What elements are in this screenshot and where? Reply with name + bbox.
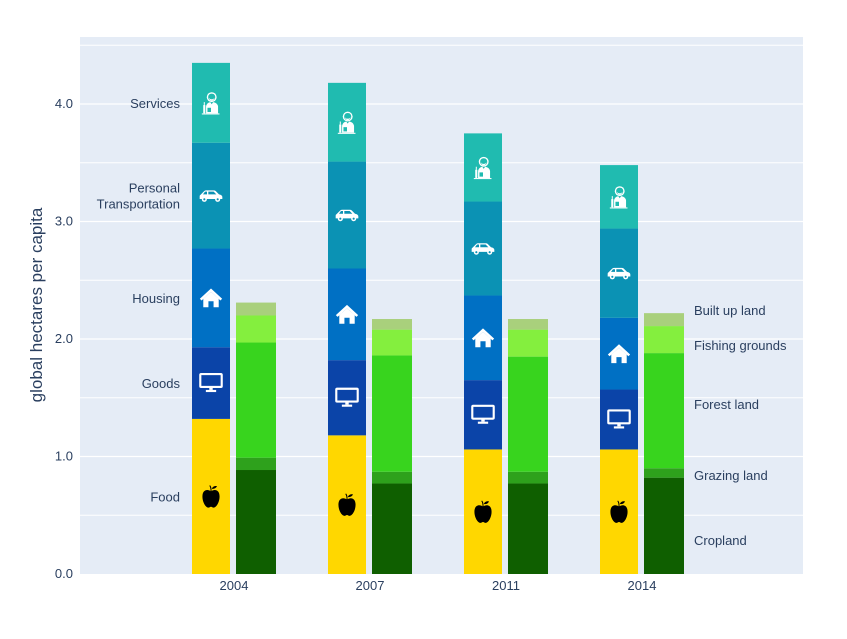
bar-grazing-land xyxy=(236,457,276,471)
series-label: Cropland xyxy=(694,533,747,548)
series-label: Food xyxy=(150,489,180,504)
x-tick-label: 2007 xyxy=(356,578,385,593)
bar-built-up-land xyxy=(372,319,412,330)
x-tick-label: 2014 xyxy=(628,578,657,593)
series-label: Goods xyxy=(142,376,181,391)
bar-forest-land xyxy=(644,353,684,469)
bar-goods xyxy=(328,360,366,436)
bar-forest-land xyxy=(236,342,276,458)
series-label: Built up land xyxy=(694,303,766,318)
bars xyxy=(192,62,684,574)
series-label: Fishing grounds xyxy=(694,338,787,353)
series-label: Personal xyxy=(129,181,180,196)
y-tick-label: 4.0 xyxy=(55,96,73,111)
bar-cropland xyxy=(236,470,276,574)
bar-forest-land xyxy=(372,355,412,472)
x-tick-label: 2011 xyxy=(492,578,520,593)
bar-fishing-grounds xyxy=(644,326,684,354)
bar-grazing-land xyxy=(644,468,684,478)
bar-grazing-land xyxy=(508,471,548,484)
bar-fishing-grounds xyxy=(372,329,412,356)
series-label: Grazing land xyxy=(694,468,768,483)
axes: 0.0 1.0 2.0 3.0 4.0 2004 2007 2011 2014 xyxy=(55,96,657,593)
bar-services xyxy=(464,133,502,202)
series-label: Housing xyxy=(132,291,180,306)
bar-cropland xyxy=(644,477,684,574)
y-tick-label: 3.0 xyxy=(55,214,73,229)
bar-goods xyxy=(600,389,638,450)
bar-cropland xyxy=(508,483,548,574)
bar-fishing-grounds xyxy=(236,315,276,343)
bar-forest-land xyxy=(508,356,548,472)
y-axis-title: global hectares per capita xyxy=(27,207,46,402)
bar-cropland xyxy=(372,483,412,574)
bar-built-up-land xyxy=(644,313,684,327)
y-tick-label: 2.0 xyxy=(55,331,73,346)
y-tick-label: 0.0 xyxy=(55,566,73,581)
bar-services xyxy=(328,82,366,162)
bar-services xyxy=(192,62,230,143)
bar-goods xyxy=(192,347,230,419)
bar-built-up-land xyxy=(508,319,548,330)
bar-grazing-land xyxy=(372,471,412,484)
bar-fishing-grounds xyxy=(508,329,548,357)
y-tick-label: 1.0 xyxy=(55,449,73,464)
x-tick-label: 2004 xyxy=(220,578,249,593)
bar-goods xyxy=(464,380,502,450)
bar-services xyxy=(600,165,638,229)
bar-built-up-land xyxy=(236,302,276,316)
series-label: Forest land xyxy=(694,397,759,412)
series-label: Transportation xyxy=(97,197,180,212)
series-label: Services xyxy=(130,96,180,111)
